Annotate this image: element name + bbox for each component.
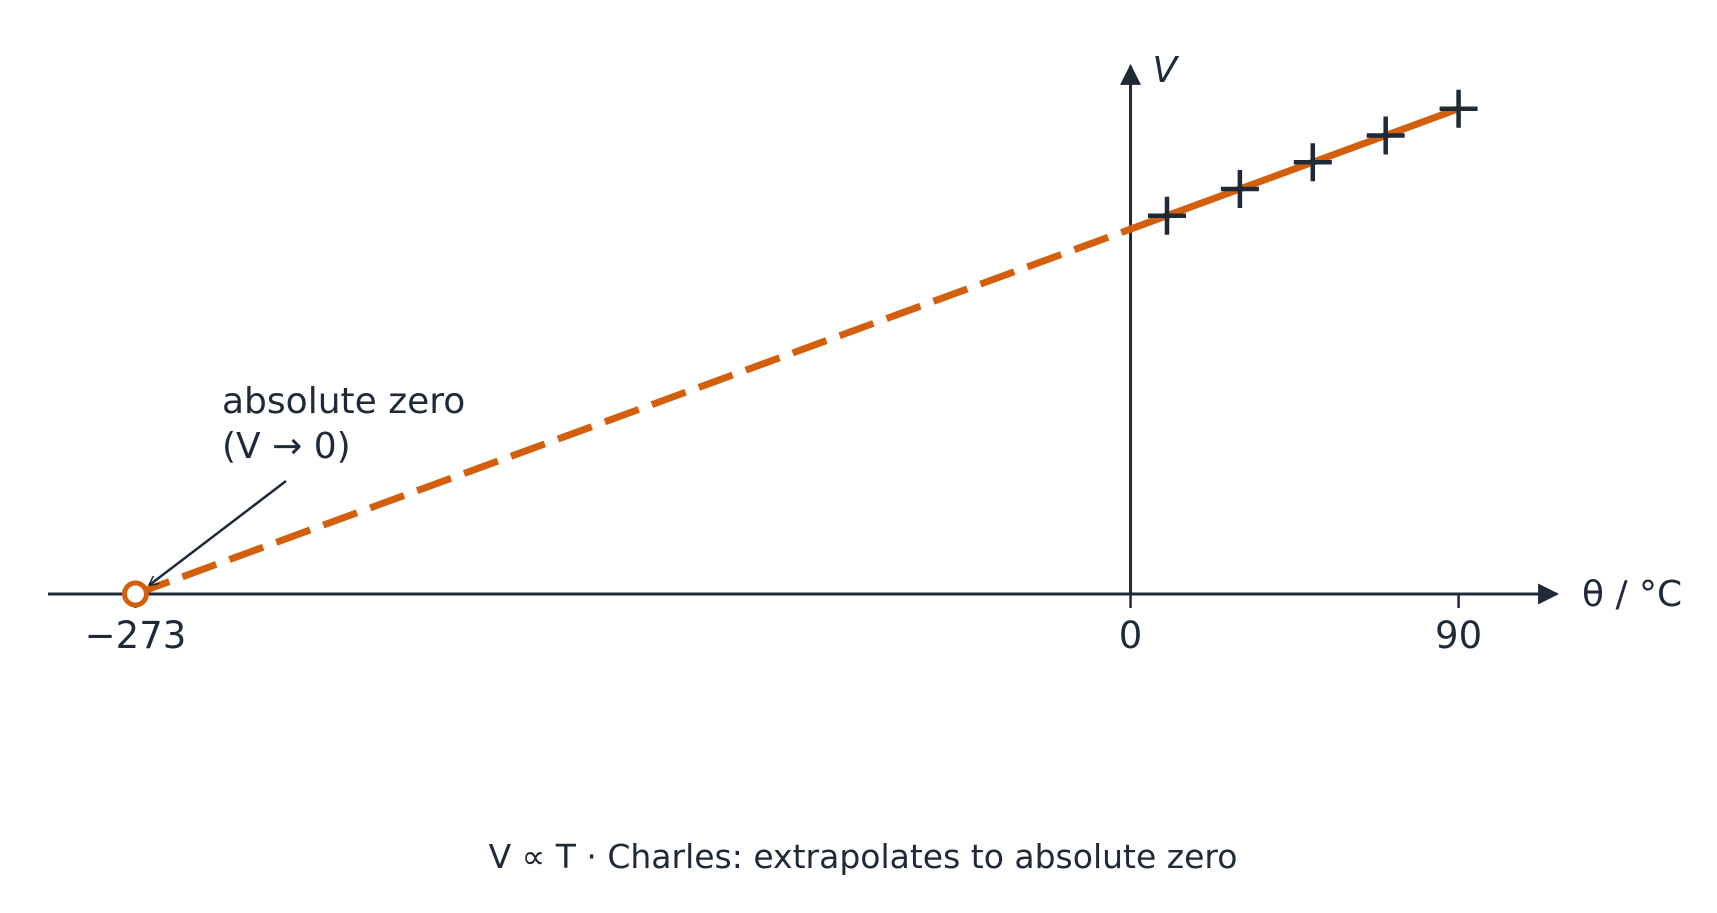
x-tick-label: −273 [85, 614, 187, 657]
fit-line [134, 225, 1132, 598]
annotation-text: (V → 0) [222, 426, 351, 467]
x-axis-label: θ / °C [1582, 574, 1682, 615]
y-axis-label: V [1153, 50, 1180, 91]
caption: V ∝ T · Charles: extrapolates to absolut… [489, 837, 1238, 876]
fit-line [1129, 105, 1460, 233]
data-point [1366, 116, 1405, 155]
data-point [1220, 169, 1259, 208]
annotation-arrow [149, 480, 287, 585]
data-point [1293, 143, 1332, 182]
x-tick-label: 0 [1119, 614, 1143, 657]
data-point [1147, 196, 1186, 235]
data-point [1439, 89, 1478, 128]
annotation-text: absolute zero [222, 381, 465, 422]
absolute-zero-marker [121, 580, 149, 608]
x-tick-label: 90 [1435, 614, 1482, 657]
